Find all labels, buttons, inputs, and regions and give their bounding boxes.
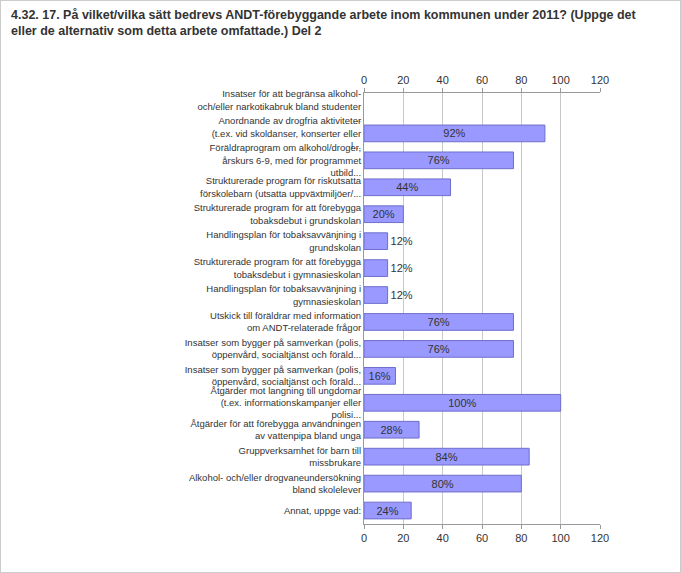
svg-text:76%: 76% bbox=[428, 343, 450, 355]
svg-text:76%: 76% bbox=[428, 316, 450, 328]
svg-text:100%: 100% bbox=[448, 397, 476, 409]
svg-text:Åtgärder mot langning till ung: Åtgärder mot langning till ungdomar(t.ex… bbox=[211, 385, 362, 421]
svg-text:Insatser som bygger på samverk: Insatser som bygger på samverkan (polis,… bbox=[185, 337, 361, 360]
svg-text:28%: 28% bbox=[380, 424, 402, 436]
svg-text:0: 0 bbox=[361, 532, 367, 544]
svg-text:12%: 12% bbox=[391, 235, 413, 247]
svg-text:100: 100 bbox=[551, 74, 569, 86]
svg-text:76%: 76% bbox=[428, 154, 450, 166]
svg-text:Strukturerade program för risk: Strukturerade program för riskutsattaför… bbox=[200, 175, 362, 198]
svg-text:92%: 92% bbox=[443, 127, 465, 139]
svg-text:Anordnande av drogfria aktivit: Anordnande av drogfria aktiviteter(t.ex.… bbox=[212, 115, 361, 151]
svg-text:Annat, uppge vad:: Annat, uppge vad: bbox=[284, 505, 361, 516]
svg-text:80%: 80% bbox=[432, 478, 454, 490]
svg-text:Insatser som bygger på samverk: Insatser som bygger på samverkan (polis,… bbox=[185, 364, 361, 387]
svg-text:Handlingsplan för tobaksavvänj: Handlingsplan för tobaksavvänjning igymn… bbox=[206, 283, 361, 306]
svg-text:20%: 20% bbox=[373, 208, 395, 220]
svg-text:120: 120 bbox=[591, 532, 609, 544]
svg-text:Alkohol- och/eller drogvaneund: Alkohol- och/eller drogvaneundersökningb… bbox=[189, 472, 361, 495]
svg-text:84%: 84% bbox=[435, 451, 457, 463]
svg-text:24%: 24% bbox=[376, 505, 398, 517]
svg-text:Strukturerade program för att: Strukturerade program för att förebyggat… bbox=[194, 256, 362, 279]
svg-text:40: 40 bbox=[437, 74, 449, 86]
svg-text:Föräldraprogram om alkohol/dro: Föräldraprogram om alkohol/droger,årskur… bbox=[210, 142, 362, 178]
svg-text:12%: 12% bbox=[391, 262, 413, 274]
svg-text:Gruppverksamhet för barn tillm: Gruppverksamhet för barn tillmissbrukare bbox=[239, 445, 362, 468]
svg-text:40: 40 bbox=[437, 532, 449, 544]
html-text:4.32. 17. På vilket/vilka sätt: 4.32. 17. På vilket/vilka sätt bedrevs A… bbox=[11, 8, 636, 38]
svg-text:12%: 12% bbox=[391, 289, 413, 301]
svg-text:Handlingsplan för tobaksavvänj: Handlingsplan för tobaksavvänjning igrun… bbox=[206, 229, 361, 252]
svg-text:120: 120 bbox=[591, 74, 609, 86]
svg-text:60: 60 bbox=[476, 532, 488, 544]
svg-text:0: 0 bbox=[361, 74, 367, 86]
svg-text:Utskick till föräldrar med inf: Utskick till föräldrar med informationom… bbox=[210, 310, 361, 333]
svg-text:16%: 16% bbox=[369, 370, 391, 382]
svg-text:60: 60 bbox=[476, 74, 488, 86]
svg-text:Strukturerade program för att: Strukturerade program för att förebyggat… bbox=[194, 202, 362, 225]
svg-text:44%: 44% bbox=[396, 181, 418, 193]
svg-text:80: 80 bbox=[515, 74, 527, 86]
svg-text:Åtgärder för att förebygga anv: Åtgärder för att förebygga användningena… bbox=[191, 418, 362, 441]
svg-text:80: 80 bbox=[515, 532, 527, 544]
svg-text:20: 20 bbox=[397, 74, 409, 86]
svg-text:Insatser för att begränsa alko: Insatser för att begränsa alkohol-och/el… bbox=[197, 88, 361, 124]
svg-text:20: 20 bbox=[397, 532, 409, 544]
svg-text:100: 100 bbox=[551, 532, 569, 544]
